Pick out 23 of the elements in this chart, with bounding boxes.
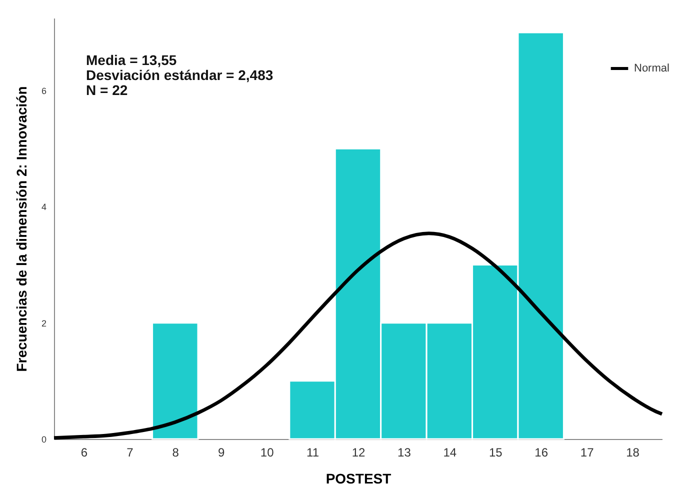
x-tick-label: 6 bbox=[80, 446, 88, 460]
annotation: Desviación estándar = 2,483 bbox=[86, 67, 274, 83]
x-tick-label: 17 bbox=[580, 446, 594, 460]
y-tick-label: 6 bbox=[41, 86, 46, 96]
y-axis-title: Frecuencias de la dimensión 2: Innovación bbox=[13, 86, 30, 372]
x-tick-label: 16 bbox=[534, 446, 548, 460]
y-tick-label: 4 bbox=[41, 202, 46, 212]
annotation: Media = 13,55 bbox=[86, 52, 177, 68]
legend-label: Normal bbox=[634, 62, 670, 74]
x-tick-label: 7 bbox=[126, 446, 134, 460]
y-tick-label: 2 bbox=[41, 318, 46, 328]
x-tick-label: 15 bbox=[488, 446, 503, 460]
x-tick-label: 13 bbox=[398, 446, 412, 460]
x-tick-label: 12 bbox=[352, 446, 366, 460]
x-tick-label: 14 bbox=[443, 446, 457, 460]
x-tick-label: 11 bbox=[306, 446, 320, 460]
x-tick-label: 9 bbox=[218, 446, 226, 460]
x-tick-label: 8 bbox=[172, 446, 180, 460]
x-tick-label: 18 bbox=[626, 446, 640, 460]
annotation: N = 22 bbox=[86, 82, 128, 98]
x-tick-label: 10 bbox=[260, 446, 274, 460]
y-tick-label: 0 bbox=[41, 434, 46, 444]
x-axis-title: POSTEST bbox=[326, 470, 392, 486]
